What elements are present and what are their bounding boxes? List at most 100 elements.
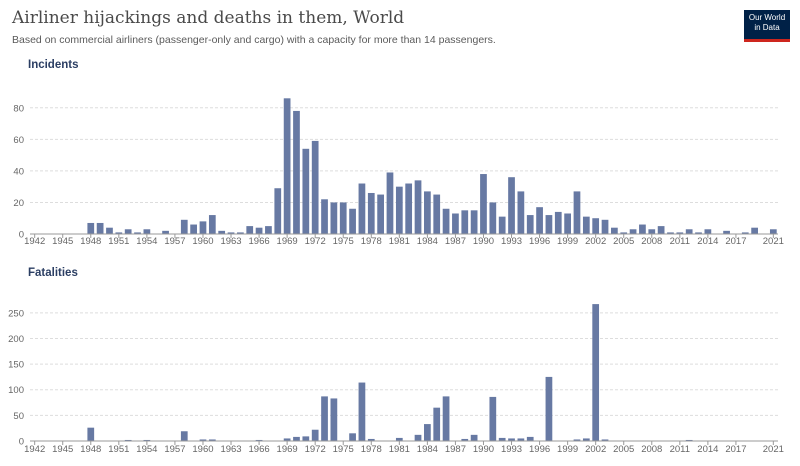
bar-1977 [358,183,366,234]
bar-1981 [395,437,403,441]
bar-1988 [461,438,469,441]
bar-2001 [582,438,590,441]
bar-2016 [723,230,730,234]
bar-2010 [667,232,674,234]
bar-1974 [330,398,338,441]
bar-1994 [517,191,525,234]
x-tick-label: 1951 [108,444,129,455]
bar-2018 [741,232,749,234]
x-tick-label: 1984 [417,444,438,455]
x-tick-label: 2002 [585,236,606,247]
panel-title-0: Incidents [28,59,78,71]
bar-1987 [452,213,459,234]
bar-1966 [255,227,263,234]
panel-title-1: Fatalities [28,267,78,279]
x-tick-label: 1972 [305,236,326,247]
x-tick-label: 1945 [52,444,73,455]
x-tick-label: 1975 [333,236,354,247]
bar-1992 [498,437,506,441]
x-tick-label: 2011 [670,236,690,247]
x-tick-label: 1942 [24,444,45,455]
x-tick-label: 1978 [361,444,382,455]
owid-logo[interactable]: Our World in Data [744,10,790,42]
bar-1978 [367,438,375,441]
bar-1966 [255,439,263,441]
bar-1980 [386,172,394,234]
y-tick-label: 0 [19,437,24,448]
bar-1948 [87,427,95,441]
bar-2019 [751,227,758,234]
x-tick-label: 1969 [277,444,298,455]
bar-1976 [349,208,356,234]
bar-1953 [134,232,141,234]
bar-2008 [648,229,656,234]
x-tick-label: 1984 [417,236,438,247]
bar-1961 [208,439,216,441]
x-tick-label: 2017 [725,444,746,455]
bar-2013 [695,232,702,234]
bar-1954 [143,229,151,234]
x-tick-label: 1948 [80,444,101,455]
bar-1968 [274,188,282,234]
bar-1971 [302,148,310,234]
x-tick-label: 1963 [220,236,241,247]
y-tick-label: 20 [13,198,24,209]
y-tick-label: 50 [13,411,24,422]
y-tick-label: 80 [13,103,24,114]
x-tick-label: 1999 [557,444,578,455]
bar-1993 [508,177,515,234]
y-tick-label: 200 [8,334,24,345]
bar-1969 [283,438,291,441]
y-tick-label: 0 [19,230,24,241]
x-tick-label: 1981 [389,236,410,247]
x-tick-label: 1975 [333,444,354,455]
x-tick-label: 2017 [725,236,746,247]
x-tick-label: 1954 [136,236,157,247]
bar-1972 [311,140,319,234]
x-tick-label: 1966 [249,236,270,247]
bar-1948 [87,222,95,234]
x-tick-label: 1957 [164,444,185,455]
bar-1972 [311,429,319,441]
bar-1989 [470,210,478,234]
bar-2000 [573,439,581,441]
logo-line-1: Our World [748,13,786,22]
x-tick-label: 1954 [136,444,157,455]
x-tick-label: 1990 [473,236,494,247]
y-tick-label: 60 [13,135,24,146]
bar-1979 [377,194,384,234]
bar-2012 [685,229,693,234]
bar-1989 [470,434,478,441]
x-tick-label: 1942 [24,236,45,247]
bar-1956 [162,230,169,234]
logo-line-2: in Data [754,23,780,32]
bar-1950 [106,227,113,234]
chart-title: Airliner hijackings and deaths in them, … [12,8,405,28]
bar-1973 [321,396,328,441]
x-tick-label: 2014 [697,444,718,455]
x-tick-label: 1978 [361,236,382,247]
bar-2004 [611,227,618,234]
x-tick-label: 2014 [697,236,718,247]
bar-2012 [685,439,693,441]
bar-1971 [302,436,310,441]
bar-1997 [545,215,553,234]
bar-1974 [330,202,338,234]
x-tick-label: 2011 [670,444,690,455]
x-tick-label: 1960 [192,236,213,247]
bar-1981 [395,186,403,234]
bar-2002 [592,304,600,441]
bar-1997 [545,376,553,441]
x-tick-label: 1999 [557,236,578,247]
bar-1985 [433,407,441,441]
bar-1963 [227,232,235,234]
x-tick-label: 1969 [277,236,298,247]
bar-1992 [498,216,506,234]
x-tick-label: 1957 [164,236,185,247]
bar-1983 [414,434,422,441]
bar-1960 [199,439,207,441]
bar-1962 [218,230,226,234]
x-tick-label: 1966 [249,444,270,455]
bar-1998 [554,211,562,234]
bar-1977 [358,382,366,441]
